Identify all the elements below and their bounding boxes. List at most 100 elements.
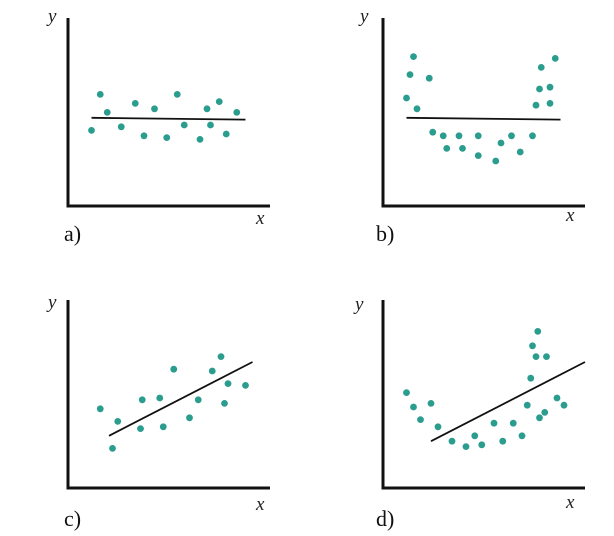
scatter-point xyxy=(117,123,125,131)
scatter-point xyxy=(410,53,417,60)
scatter-point xyxy=(518,432,526,440)
scatter-point xyxy=(410,403,417,411)
axes xyxy=(66,18,270,208)
scatter-point xyxy=(403,389,410,396)
scatter-point xyxy=(427,400,435,407)
scatter-point xyxy=(186,414,193,422)
scatter-point xyxy=(499,437,507,445)
panel-label-b: b) xyxy=(376,221,395,246)
scatter-point xyxy=(403,94,410,102)
scatter-point xyxy=(151,105,158,113)
scatter-point xyxy=(163,134,171,141)
scatter-point xyxy=(546,83,554,91)
scatter-point xyxy=(434,423,442,431)
fit-line xyxy=(91,116,246,121)
scatter-point xyxy=(560,401,568,409)
scatter-point xyxy=(194,396,202,404)
scatter-point xyxy=(156,394,164,402)
scatter-point xyxy=(203,105,211,113)
fit-line xyxy=(406,116,561,121)
scatter-point xyxy=(474,152,482,160)
scatter-point xyxy=(536,85,543,93)
scatter-point xyxy=(471,432,479,440)
scatter-point xyxy=(196,136,204,143)
x-axis-label: x xyxy=(256,208,265,229)
fit-line xyxy=(108,361,253,437)
x-axis-label: x xyxy=(566,205,575,226)
scatter-point xyxy=(490,419,498,427)
y-axis-label: y xyxy=(355,294,364,315)
scatter-point xyxy=(509,419,517,427)
scatter-point xyxy=(138,396,146,404)
scatter-point xyxy=(462,443,470,450)
scatter-point xyxy=(208,367,216,375)
scatter-point xyxy=(103,109,111,116)
axes xyxy=(381,18,585,208)
scatter-point xyxy=(516,148,524,156)
scatter-point xyxy=(137,425,144,432)
scatter-plot-d xyxy=(381,300,586,490)
x-axis-label: x xyxy=(566,492,575,513)
scatter-point xyxy=(140,132,148,140)
scatter-point xyxy=(425,74,433,82)
panel-label-c: c) xyxy=(64,506,82,531)
scatter-point xyxy=(537,64,545,71)
panel-b: y x b) xyxy=(355,6,585,246)
scatter-point xyxy=(551,55,559,62)
scatter-point xyxy=(96,91,104,98)
scatter-point xyxy=(534,328,542,335)
axes xyxy=(66,300,270,490)
scatter-point xyxy=(553,394,561,402)
panel-label-a: a) xyxy=(64,221,82,246)
panel-c: y x c) xyxy=(40,290,270,531)
scatter-point xyxy=(242,382,249,389)
y-axis-label: y xyxy=(48,6,57,27)
scatter-point xyxy=(233,109,241,116)
scatter-point xyxy=(546,100,554,107)
scatter-point xyxy=(406,71,414,78)
scatter-point xyxy=(159,423,167,431)
panel-d: y x d) xyxy=(355,290,586,531)
y-axis-label: y xyxy=(48,292,57,313)
scatter-point xyxy=(492,157,500,165)
scatter-plot-a xyxy=(66,18,270,208)
scatter-point xyxy=(217,353,225,360)
scatter-point xyxy=(173,91,181,98)
scatter-point xyxy=(508,132,515,140)
scatter-point xyxy=(439,132,447,140)
scatter-point xyxy=(221,400,228,407)
scatter-point xyxy=(529,132,536,140)
scatter-point xyxy=(180,121,188,129)
scatter-point xyxy=(222,130,230,138)
scatter-point xyxy=(532,353,540,360)
scatter-point xyxy=(413,105,421,113)
scatter-point xyxy=(88,127,95,134)
scatter-point xyxy=(541,409,549,416)
scatter-point xyxy=(527,374,535,382)
scatter-point xyxy=(443,145,451,152)
scatter-plot-b xyxy=(381,18,585,208)
scatter-point xyxy=(459,145,466,152)
scatter-point xyxy=(96,405,104,413)
scatter-point xyxy=(131,100,139,107)
scatter-point xyxy=(478,441,486,449)
scatter-point xyxy=(114,418,122,425)
scatter-point xyxy=(109,445,116,452)
fit-line xyxy=(430,361,586,443)
scatter-point xyxy=(523,401,531,409)
scatter-point xyxy=(170,365,178,373)
scatter-plot-c xyxy=(66,300,270,490)
scatter-point xyxy=(417,416,424,423)
scatter-point xyxy=(455,132,463,140)
panel-label-d: d) xyxy=(376,506,395,531)
scatter-point xyxy=(207,121,214,129)
scatter-point xyxy=(536,414,543,422)
scatter-point xyxy=(532,101,540,109)
scatter-point xyxy=(529,342,536,350)
panel-a: y x a) xyxy=(40,6,270,246)
scatter-point xyxy=(474,132,482,140)
scatter-point xyxy=(497,139,505,147)
scatter-point xyxy=(215,98,223,105)
scatter-point xyxy=(543,353,550,360)
scatter-point xyxy=(224,380,232,387)
